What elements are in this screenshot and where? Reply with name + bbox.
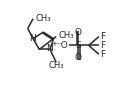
Text: CH₃: CH₃ xyxy=(49,61,64,70)
Text: F: F xyxy=(100,32,105,41)
Text: CH₃: CH₃ xyxy=(58,31,74,40)
Text: S: S xyxy=(76,41,81,50)
Text: O: O xyxy=(75,53,82,62)
Text: ⁻O: ⁻O xyxy=(56,41,68,50)
Text: O: O xyxy=(75,28,82,37)
Text: N: N xyxy=(46,44,53,53)
Text: CH₃: CH₃ xyxy=(36,14,51,23)
Text: +: + xyxy=(52,41,58,48)
Text: F: F xyxy=(100,41,105,50)
Text: N: N xyxy=(29,34,36,43)
Text: F: F xyxy=(100,50,105,59)
